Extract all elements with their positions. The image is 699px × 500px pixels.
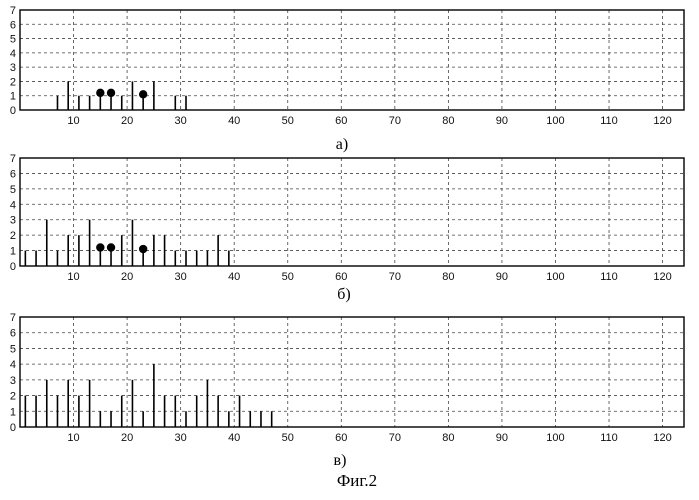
x-tick-label-v-20: 20 bbox=[121, 432, 133, 444]
y-tick-label-v-2: 2 bbox=[10, 391, 16, 403]
y-tick-label-a-4: 4 bbox=[10, 48, 16, 60]
y-tick-label-b-6: 6 bbox=[10, 168, 16, 180]
y-tick-label-v-0: 0 bbox=[10, 422, 16, 434]
y-tick-label-a-5: 5 bbox=[10, 34, 16, 46]
x-tick-label-a-70: 70 bbox=[389, 115, 401, 127]
x-tick-label-a-110: 110 bbox=[600, 115, 618, 127]
y-tick-label-b-3: 3 bbox=[10, 215, 16, 227]
x-tick-label-v-120: 120 bbox=[653, 432, 671, 444]
x-tick-label-b-30: 30 bbox=[175, 271, 187, 283]
marker-dot-b-1 bbox=[107, 243, 115, 251]
x-tick-label-v-30: 30 bbox=[175, 432, 187, 444]
x-tick-label-b-20: 20 bbox=[121, 271, 133, 283]
y-tick-label-v-6: 6 bbox=[10, 328, 16, 340]
x-tick-label-b-120: 120 bbox=[653, 271, 671, 283]
y-tick-label-b-1: 1 bbox=[10, 246, 16, 258]
x-tick-label-a-20: 20 bbox=[121, 115, 133, 127]
y-tick-label-b-2: 2 bbox=[10, 230, 16, 242]
y-tick-label-b-4: 4 bbox=[10, 199, 16, 211]
x-tick-label-b-80: 80 bbox=[442, 271, 454, 283]
chart-panel-v: 0 1 2 3 4 5 6 7 10 20 30 40 50 60 70 80 90 100 110 120 bbox=[10, 312, 684, 444]
y-tick-label-v-5: 5 bbox=[10, 343, 16, 355]
y-tick-label-v-1: 1 bbox=[10, 406, 16, 418]
x-tick-label-v-60: 60 bbox=[335, 432, 347, 444]
y-tick-label-b-0: 0 bbox=[10, 261, 16, 273]
x-tick-label-v-100: 100 bbox=[546, 432, 564, 444]
x-tick-label-a-100: 100 bbox=[546, 115, 564, 127]
plot-frame-b bbox=[20, 158, 684, 266]
chart-panel-b: 0 1 2 3 4 5 6 7 10 20 30 40 50 60 70 80 90 100 110 120 bbox=[10, 153, 684, 283]
x-tick-label-b-90: 90 bbox=[496, 271, 508, 283]
y-tick-label-a-3: 3 bbox=[10, 62, 16, 74]
y-tick-label-v-4: 4 bbox=[10, 359, 16, 371]
figure-caption: Фиг.2 bbox=[337, 471, 377, 490]
x-tick-label-v-50: 50 bbox=[282, 432, 294, 444]
x-tick-label-a-40: 40 bbox=[228, 115, 240, 127]
y-tick-label-b-7: 7 bbox=[10, 153, 16, 165]
marker-dot-a-1 bbox=[107, 89, 115, 97]
y-tick-label-a-2: 2 bbox=[10, 76, 16, 88]
x-tick-label-v-110: 110 bbox=[600, 432, 618, 444]
y-tick-label-a-1: 1 bbox=[10, 91, 16, 103]
chart-panel-a: 0 1 2 3 4 5 6 7 10 20 30 40 50 60 70 80 90 100 110 120 bbox=[10, 5, 684, 127]
x-tick-label-b-110: 110 bbox=[600, 271, 618, 283]
x-tick-label-b-70: 70 bbox=[389, 271, 401, 283]
marker-dot-b-0 bbox=[96, 243, 104, 251]
x-tick-label-v-80: 80 bbox=[442, 432, 454, 444]
y-tick-label-a-7: 7 bbox=[10, 5, 16, 17]
x-tick-label-v-90: 90 bbox=[496, 432, 508, 444]
x-tick-label-a-30: 30 bbox=[175, 115, 187, 127]
y-tick-label-b-5: 5 bbox=[10, 184, 16, 196]
marker-dot-a-0 bbox=[96, 89, 104, 97]
x-tick-label-b-40: 40 bbox=[228, 271, 240, 283]
x-tick-label-a-60: 60 bbox=[335, 115, 347, 127]
x-tick-label-b-100: 100 bbox=[546, 271, 564, 283]
marker-dot-a-2 bbox=[139, 90, 147, 98]
y-tick-label-v-7: 7 bbox=[10, 312, 16, 324]
x-tick-label-v-70: 70 bbox=[389, 432, 401, 444]
panel-label-v: в) bbox=[334, 452, 347, 469]
panel-label-a: а) bbox=[336, 136, 348, 153]
x-tick-label-b-50: 50 bbox=[282, 271, 294, 283]
x-tick-label-a-90: 90 bbox=[496, 115, 508, 127]
plot-frame-a bbox=[20, 10, 684, 110]
panel-label-b: б) bbox=[337, 286, 350, 303]
x-tick-label-v-40: 40 bbox=[228, 432, 240, 444]
x-tick-label-b-60: 60 bbox=[335, 271, 347, 283]
x-tick-label-b-10: 10 bbox=[67, 271, 79, 283]
y-tick-label-a-6: 6 bbox=[10, 19, 16, 31]
x-tick-label-a-120: 120 bbox=[653, 115, 671, 127]
x-tick-label-v-10: 10 bbox=[67, 432, 79, 444]
x-tick-label-a-10: 10 bbox=[67, 115, 79, 127]
x-tick-label-a-50: 50 bbox=[282, 115, 294, 127]
y-tick-label-v-3: 3 bbox=[10, 375, 16, 387]
y-tick-label-a-0: 0 bbox=[10, 105, 16, 117]
x-tick-label-a-80: 80 bbox=[442, 115, 454, 127]
marker-dot-b-2 bbox=[139, 245, 147, 253]
plot-frame-v bbox=[20, 317, 684, 427]
